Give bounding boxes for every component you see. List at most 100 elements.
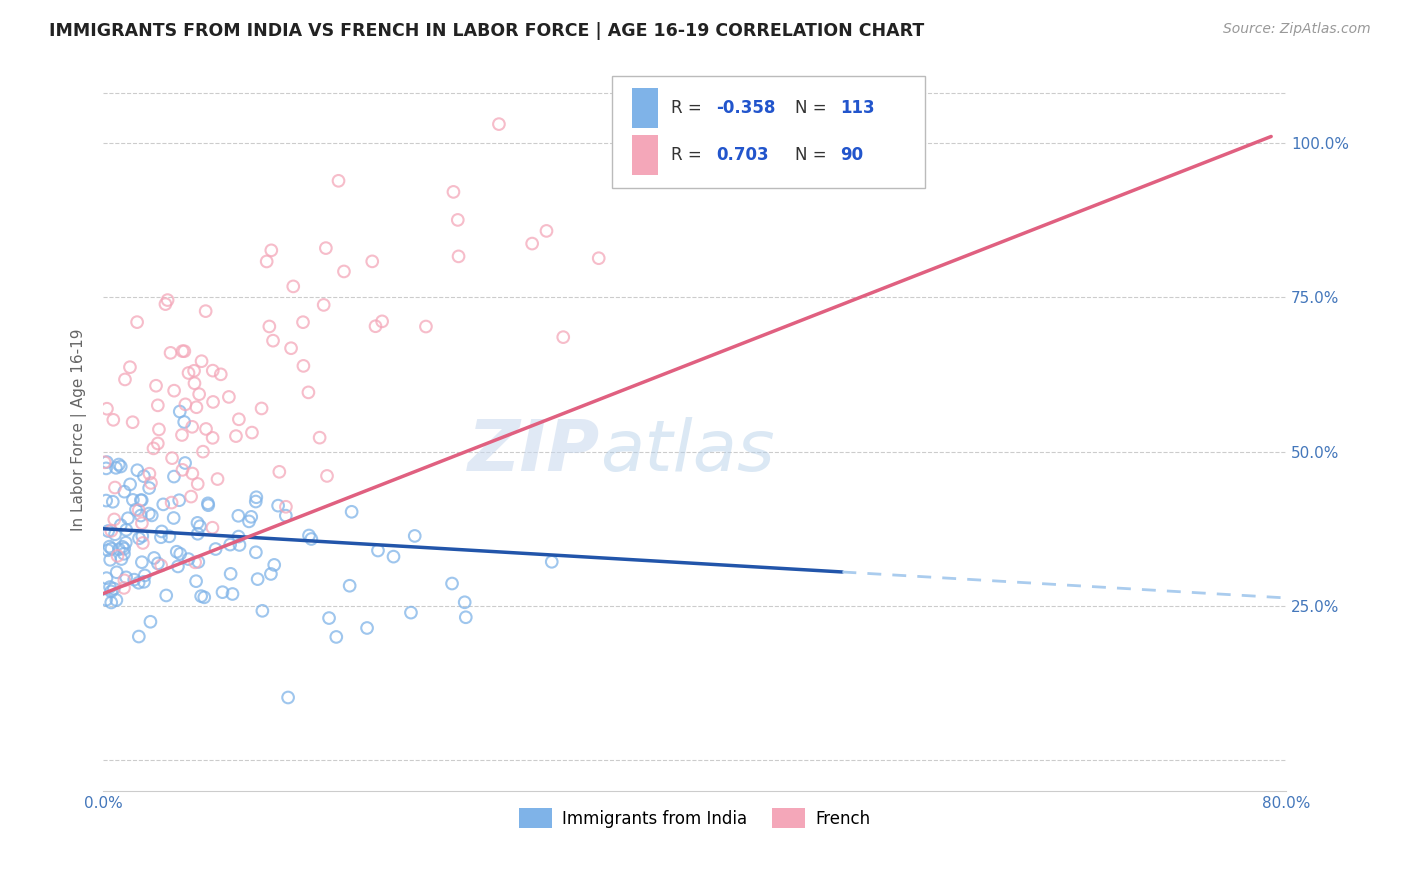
Point	[540, 555, 562, 569]
Point	[188, 519, 211, 533]
Point	[221, 587, 243, 601]
Point	[382, 549, 405, 564]
Point	[104, 460, 127, 475]
Point	[104, 527, 127, 541]
Point	[173, 344, 195, 359]
Point	[186, 516, 208, 530]
Point	[141, 508, 163, 523]
Point	[128, 503, 150, 517]
Point	[174, 456, 197, 470]
Point	[415, 319, 437, 334]
Point	[169, 404, 191, 418]
Point	[132, 574, 155, 589]
Point	[312, 298, 335, 312]
Point	[131, 555, 153, 569]
Point	[152, 497, 174, 511]
Point	[260, 244, 283, 258]
Point	[298, 528, 321, 542]
Point	[118, 360, 141, 375]
Point	[201, 521, 224, 535]
Point	[657, 117, 679, 131]
Point	[96, 592, 118, 607]
Point	[207, 472, 229, 486]
Point	[98, 553, 121, 567]
Point	[101, 494, 124, 508]
Point	[115, 523, 138, 537]
Point	[191, 444, 214, 458]
Point	[134, 568, 156, 582]
Point	[173, 415, 195, 429]
Point	[443, 185, 465, 199]
Point	[274, 508, 297, 523]
Point	[488, 117, 510, 131]
Point	[174, 397, 197, 411]
Point	[112, 581, 135, 595]
Point	[96, 571, 118, 585]
Text: 0.703: 0.703	[716, 146, 769, 164]
Point	[204, 541, 226, 556]
Point	[114, 372, 136, 386]
Text: 90: 90	[839, 146, 863, 164]
Point	[260, 566, 283, 581]
Point	[98, 580, 121, 594]
Point	[218, 390, 240, 404]
Point	[447, 213, 470, 227]
Point	[110, 518, 132, 533]
Point	[110, 459, 132, 474]
Point	[129, 493, 152, 508]
Point	[187, 526, 209, 541]
Point	[240, 425, 263, 440]
Point	[172, 463, 194, 477]
Point	[149, 530, 172, 544]
Point	[194, 304, 217, 318]
Point	[553, 330, 575, 344]
Point	[166, 545, 188, 559]
Point	[187, 555, 209, 569]
Point	[361, 254, 384, 268]
Point	[536, 224, 558, 238]
Point	[143, 551, 166, 566]
Point	[122, 492, 145, 507]
Point	[190, 354, 212, 368]
Point	[209, 368, 232, 382]
Point	[316, 469, 339, 483]
Point	[96, 401, 118, 416]
Point	[201, 431, 224, 445]
Point	[238, 515, 260, 529]
Point	[364, 319, 387, 334]
Point	[129, 508, 152, 523]
Point	[183, 376, 205, 391]
Point	[318, 611, 340, 625]
Point	[169, 547, 191, 561]
Text: Source: ZipAtlas.com: Source: ZipAtlas.com	[1223, 22, 1371, 37]
Point	[157, 529, 180, 543]
Point	[100, 541, 122, 556]
Point	[93, 455, 115, 469]
Point	[146, 398, 169, 412]
Point	[100, 584, 122, 599]
Point	[105, 566, 128, 580]
Point	[128, 630, 150, 644]
Point	[245, 490, 267, 504]
Point	[111, 540, 134, 554]
Point	[181, 467, 204, 481]
Point	[447, 249, 470, 263]
Point	[139, 475, 162, 490]
Point	[131, 493, 153, 508]
Point	[103, 582, 125, 596]
Point	[160, 451, 183, 466]
Point	[160, 495, 183, 509]
Point	[274, 500, 297, 514]
Point	[184, 574, 207, 589]
Point	[259, 319, 281, 334]
Text: N =: N =	[796, 146, 832, 164]
Point	[127, 315, 149, 329]
Point	[228, 530, 250, 544]
Point	[399, 606, 422, 620]
Point	[150, 524, 173, 539]
Point	[328, 174, 350, 188]
Point	[308, 431, 330, 445]
Point	[139, 615, 162, 629]
Point	[105, 593, 128, 607]
Point	[97, 543, 120, 558]
